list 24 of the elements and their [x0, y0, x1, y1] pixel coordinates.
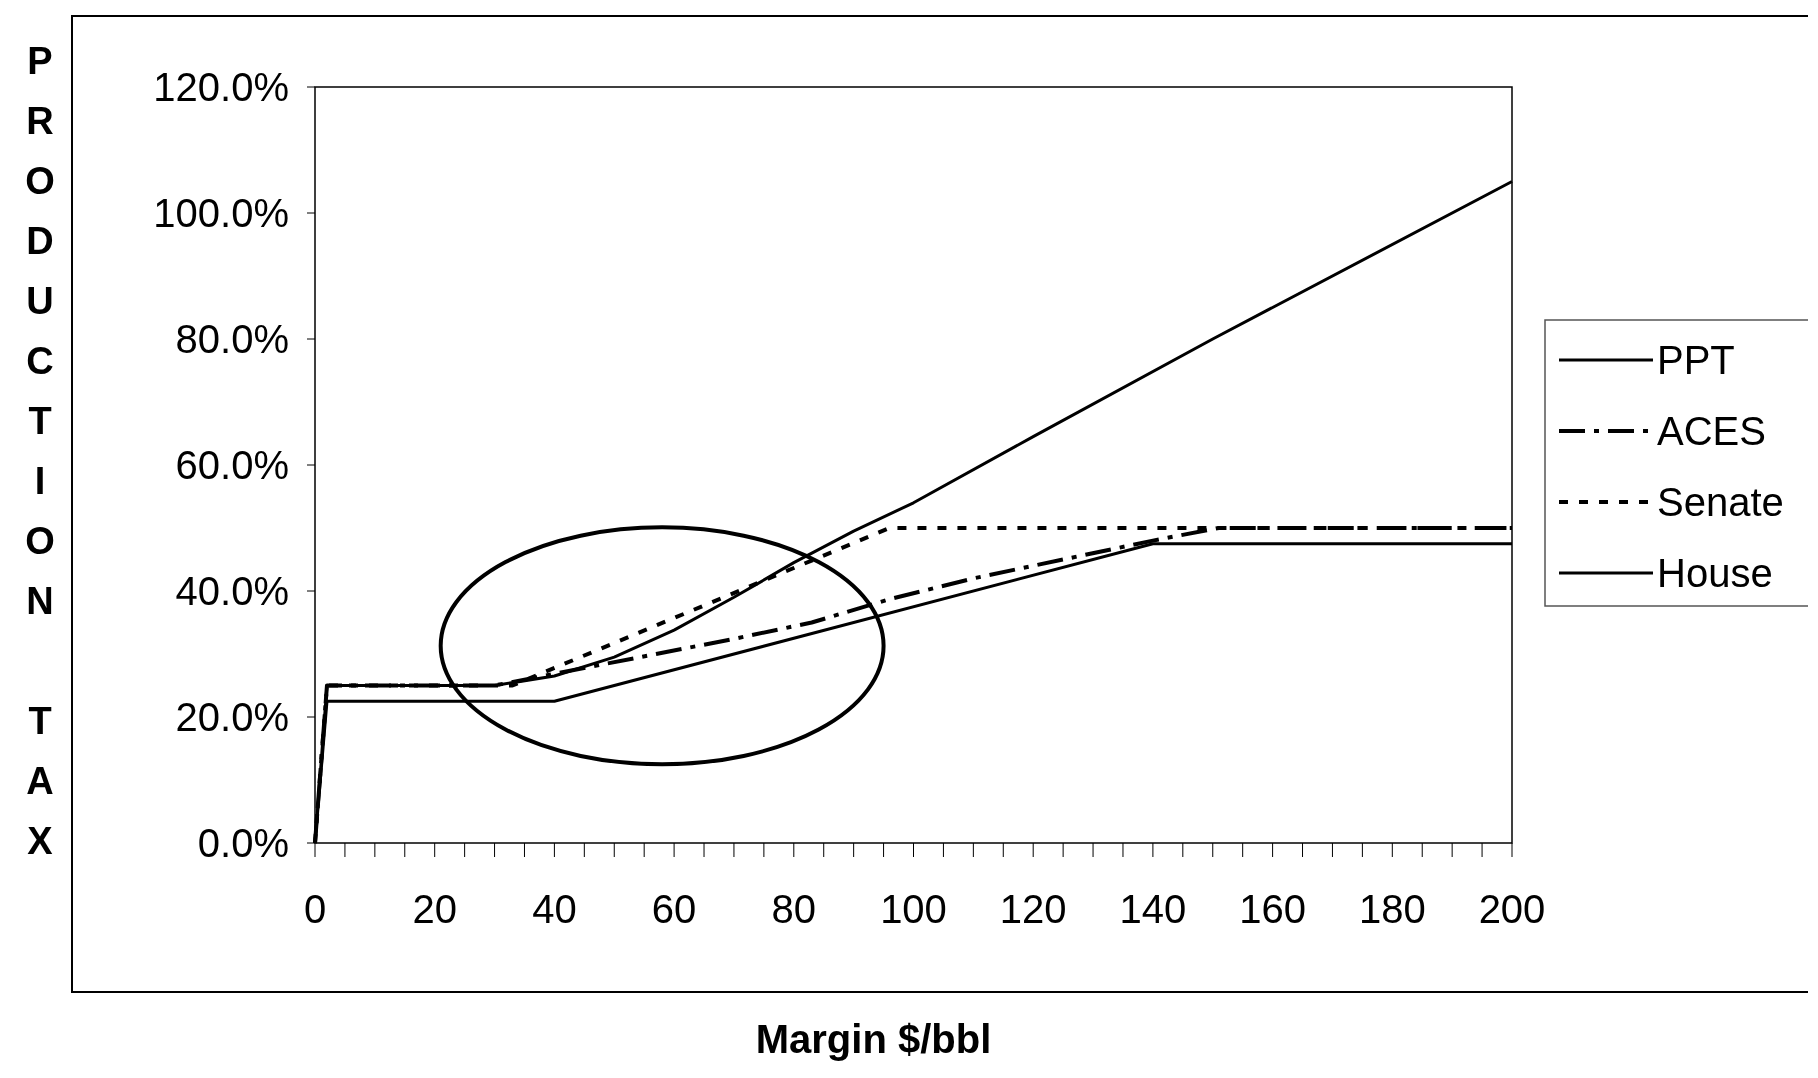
x-tick-label: 160	[1239, 887, 1306, 931]
x-axis-title: Margin $/bbl	[755, 1017, 992, 1061]
x-tick-label: 80	[771, 887, 817, 931]
x-tick-label: 140	[1119, 887, 1187, 931]
y-tick-label: 0.0%	[197, 821, 289, 865]
x-tick-label: 180	[1358, 887, 1426, 931]
legend-label: PPT	[1657, 338, 1735, 382]
x-tick-label: 20	[412, 887, 457, 931]
text: PRODUCTION TAX	[25, 40, 55, 862]
x-tick-label: 200	[1478, 887, 1546, 931]
x-tick-label: 100	[880, 887, 947, 931]
y-tick-label: 80.0%	[175, 317, 289, 361]
y-tick-label: 100.0%	[153, 191, 289, 235]
y-tick-label: 120.0%	[153, 65, 289, 109]
y-tick-label: 60.0%	[175, 443, 289, 487]
y-tick-label: 20.0%	[175, 695, 289, 739]
x-tick-label: 60	[651, 887, 697, 931]
legend-label: House	[1657, 551, 1773, 595]
x-tick-label: 40	[532, 887, 577, 931]
legend-label: Senate	[1657, 480, 1784, 524]
x-tick-label: 0	[303, 887, 327, 931]
y-tick-label: 40.0%	[175, 569, 289, 613]
legend-label: ACES	[1657, 409, 1766, 453]
x-tick-label: 120	[999, 887, 1067, 931]
